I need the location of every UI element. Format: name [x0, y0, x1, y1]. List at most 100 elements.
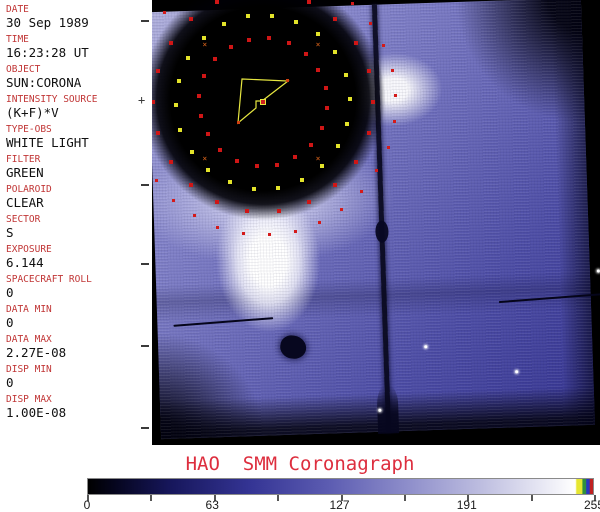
inner-red-ring-dot	[303, 52, 308, 57]
fiducial-dash-icon	[141, 345, 149, 347]
metadata-field: DISP MAX 1.00E-08	[6, 394, 152, 421]
limb-red-ring-dot	[154, 179, 158, 183]
yellow-ring-dot	[345, 121, 350, 126]
yellow-ring-dot	[251, 186, 256, 191]
field-label: SECTOR	[6, 214, 41, 225]
outer-red-ring-dot	[306, 0, 311, 4]
inner-red-ring-dot	[308, 142, 313, 147]
field-value: S	[6, 225, 14, 240]
yellow-ring-dot	[332, 50, 337, 55]
colorbar-tick-label: 0	[83, 498, 91, 512]
outer-red-ring-dot	[168, 40, 173, 45]
colorbar-tick-label: 127	[329, 498, 350, 512]
field-value: GREEN	[6, 165, 44, 180]
yellow-ring-dot	[206, 167, 211, 172]
field-label: DISP MAX	[6, 394, 52, 405]
inner-red-ring-dot	[293, 155, 298, 160]
limb-red-ring-dot	[318, 220, 321, 224]
yellow-ring-dot	[176, 78, 181, 83]
outer-red-ring-dot	[215, 200, 220, 205]
calibration-dot-rings: × × × ×	[152, 0, 600, 445]
field-label: TIME	[6, 34, 29, 45]
field-value: 1.00E-08	[6, 405, 67, 420]
yellow-ring-dot	[227, 180, 232, 185]
field-label: DATA MAX	[6, 334, 52, 345]
limb-red-ring-dot	[340, 207, 344, 211]
colorbar-tick-labels: 0 63 127 191 255	[83, 498, 600, 512]
colorbar-tick	[530, 495, 533, 501]
inner-red-ring-dot	[254, 163, 259, 168]
inner-red-ring-dot	[286, 41, 291, 46]
yellow-ring-dot	[320, 163, 325, 168]
limb-red-ring-dot	[192, 214, 196, 218]
yellow-ring-dot	[270, 13, 275, 18]
field-label: OBJECT	[6, 64, 41, 75]
colorbar-ticks	[87, 495, 596, 501]
inner-red-ring-dot	[324, 106, 329, 111]
limb-red-ring-dot	[293, 229, 297, 233]
colorbar-tick	[403, 495, 406, 501]
colorbar-tick	[213, 495, 216, 501]
colorbar-tick-label: 255	[583, 498, 600, 512]
colorbar-tick	[594, 495, 596, 501]
yellow-ring-dot	[299, 177, 304, 182]
limb-red-ring-dot	[171, 198, 175, 202]
outer-red-ring-dot	[155, 69, 160, 73]
colorbar-tick-label: 191	[456, 498, 477, 512]
limb-red-ring-dot	[375, 169, 379, 173]
diagonal-x-icon: ×	[202, 40, 208, 50]
outer-red-ring-dot	[245, 208, 250, 213]
field-label: DATA MIN	[6, 304, 52, 315]
limb-red-ring-dot	[368, 21, 372, 25]
coronagraph-image: × × × ×	[152, 0, 600, 445]
metadata-sidebar: DATE 30 Sep 1989 TIME 16:23:28 UT OBJECT SUN:…	[0, 0, 152, 455]
yellow-ring-dot	[294, 19, 299, 24]
outer-red-ring-dot	[276, 208, 281, 213]
field-value: 0	[6, 315, 14, 330]
outer-red-ring-dot	[306, 200, 311, 205]
inner-red-ring-dot	[247, 37, 252, 42]
inner-red-ring-dot	[235, 158, 240, 163]
metadata-field: FILTER GREEN	[6, 154, 152, 181]
colorbar-tick	[87, 495, 89, 501]
colorbar-tick	[150, 495, 153, 501]
outer-red-ring-dot	[371, 100, 375, 104]
yellow-ring-dot	[343, 72, 348, 77]
yellow-ring-dot	[245, 14, 250, 19]
metadata-field: INTENSITY SOURCE (K+F)*V	[6, 94, 152, 121]
field-label: FILTER	[6, 154, 41, 165]
image-title: HAO SMM Coronagraph	[185, 453, 415, 475]
metadata-field: SPACECRAFT ROLL 0	[6, 274, 152, 301]
metadata-field: SECTOR S	[6, 214, 152, 241]
fiducial-dash-icon	[141, 184, 149, 186]
colorbar-tick	[277, 495, 280, 501]
inner-red-ring-dot	[316, 67, 321, 72]
field-label: INTENSITY SOURCE	[6, 94, 98, 105]
metadata-field: DATA MAX 2.27E-08	[6, 334, 152, 361]
diagonal-x-icon: ×	[202, 153, 208, 163]
field-label: DATE	[6, 4, 29, 15]
limb-red-ring-dot	[241, 232, 245, 235]
yellow-ring-dot	[315, 32, 320, 37]
fiducial-dash-icon	[141, 263, 149, 265]
metadata-field: OBJECT SUN:CORONA	[6, 64, 152, 91]
limb-red-ring-dot	[359, 190, 363, 194]
limb-red-ring-dot	[381, 44, 385, 47]
diagonal-x-icon: ×	[315, 40, 321, 50]
field-value: CLEAR	[6, 195, 44, 210]
limb-red-ring-dot	[216, 225, 220, 229]
inner-red-ring-dot	[197, 93, 202, 98]
field-value: 6.144	[6, 255, 44, 270]
limb-red-ring-dot	[394, 94, 398, 98]
yellow-ring-dot	[347, 96, 352, 101]
limb-red-ring-dot	[390, 68, 394, 72]
yellow-ring-dot	[276, 185, 281, 190]
colorbar-tick	[340, 495, 343, 501]
outer-red-ring-dot	[333, 183, 337, 188]
metadata-field: DATA MIN 0	[6, 304, 152, 331]
field-value: (K+F)*V	[6, 105, 59, 120]
inner-red-ring-dot	[198, 113, 203, 118]
yellow-ring-dot	[186, 55, 191, 60]
outer-red-ring-dot	[353, 159, 358, 164]
field-value: WHITE LIGHT	[6, 135, 89, 150]
